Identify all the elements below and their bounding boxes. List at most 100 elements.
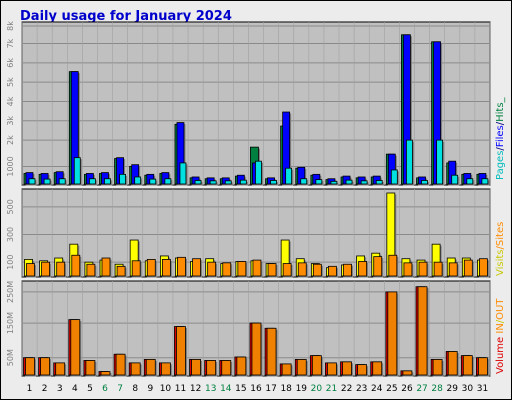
bar-volume-out: [25, 357, 35, 376]
x-tick-label: 31: [477, 384, 488, 394]
bar-sites: [433, 261, 443, 277]
bar-sites: [192, 258, 201, 277]
x-axis-day-labels: 1 2 3 4 5 6 7 8 9 10 11 12 13 14 15 16 17 18 19 20 21 22 23 24 2…: [27, 384, 488, 394]
bar-pages: [315, 179, 323, 185]
bar-volume-out: [176, 326, 186, 376]
bar-volume-out: [70, 319, 81, 376]
bar-volume-out: [160, 362, 171, 376]
bar-pages: [179, 162, 187, 185]
x-tick-label: 20: [311, 384, 323, 394]
bar-sites: [282, 263, 292, 277]
bar-volume-out: [357, 364, 368, 376]
legend-top: Pages/Files/Hits_: [495, 96, 506, 180]
x-tick-label: 5: [87, 384, 93, 394]
bar-pages: [360, 180, 368, 185]
x-tick-label: 23: [356, 384, 367, 394]
bar-volume-out: [432, 359, 443, 376]
bar-pages: [285, 167, 293, 185]
bar-pages: [134, 176, 142, 185]
y-tick-label: 7k: [6, 38, 15, 48]
bar-sites: [222, 262, 232, 277]
bar-sites: [448, 262, 458, 277]
bar-sites: [403, 262, 413, 277]
bar-pages: [194, 180, 202, 185]
legend-bottom: Volume IN/OUT: [495, 298, 506, 374]
x-tick-label: 30: [462, 384, 474, 394]
bar-volume-out: [342, 361, 352, 376]
bar-volume-out: [281, 363, 292, 376]
bar-pages: [451, 174, 459, 185]
bar-sites: [373, 256, 383, 277]
bar-sites: [41, 261, 50, 277]
bar-pages: [390, 169, 398, 185]
y-tick-label: 4k: [6, 96, 15, 106]
y-tick-label: 3k: [6, 116, 15, 126]
x-tick-label: 12: [190, 384, 201, 394]
bar-pages: [104, 178, 111, 185]
legend-entry: Hits_: [495, 96, 506, 121]
x-tick-label: 17: [265, 384, 276, 394]
x-tick-label: 1: [27, 384, 33, 394]
bar-volume-out: [145, 359, 156, 376]
bar-volume-out: [327, 362, 337, 376]
bar-pages: [255, 160, 262, 185]
bar-pages: [73, 157, 81, 185]
bar-pages: [88, 178, 96, 185]
bar-sites: [26, 263, 35, 277]
bar-pages: [58, 178, 66, 185]
bar-sites: [116, 265, 126, 277]
x-tick-label: 22: [341, 384, 352, 394]
y-tick-label: 100: [6, 255, 15, 270]
bar-sites: [358, 261, 368, 277]
bar-sites: [86, 263, 96, 277]
bar-volume-out: [236, 356, 247, 376]
x-tick-label: 26: [401, 384, 413, 394]
bar-pages: [300, 178, 308, 185]
x-tick-label: 19: [296, 384, 308, 394]
bar-pages: [270, 180, 277, 185]
bar-sites: [328, 265, 337, 277]
x-tick-label: 14: [220, 384, 232, 394]
bar-sites: [312, 263, 322, 277]
legend-entry: Volume: [495, 337, 506, 374]
bar-sites: [237, 261, 247, 277]
y-tick-label: 6k: [6, 58, 15, 68]
bar-pages: [28, 178, 36, 185]
bar-volume-out: [266, 327, 277, 376]
x-tick-label: 2: [42, 384, 48, 394]
bar-sites: [177, 256, 186, 277]
legend-entry: /: [495, 121, 506, 125]
bar-volume-out: [40, 357, 50, 376]
x-tick-label: 27: [416, 384, 427, 394]
x-tick-label: 18: [280, 384, 292, 394]
bar-sites: [131, 260, 141, 277]
bar-volume-out: [251, 322, 262, 376]
legend-entry: Sites: [495, 222, 506, 246]
bar-pages: [345, 179, 353, 185]
bar-pages: [209, 180, 217, 185]
bar-pages: [119, 173, 126, 185]
bar-pages: [436, 139, 444, 185]
bar-sites: [388, 254, 398, 277]
bar-pages: [164, 178, 172, 185]
x-tick-label: 28: [431, 384, 443, 394]
bar-sites: [71, 254, 81, 277]
legend-entry: /: [495, 319, 506, 323]
panel-volume-bars: [23, 286, 489, 377]
bar-volume-out: [387, 291, 398, 376]
panel-visits-bars: [24, 192, 489, 278]
bar-sites: [463, 259, 473, 277]
legend-entry: /: [495, 245, 506, 249]
bar-sites: [479, 258, 488, 277]
bar-sites: [101, 257, 111, 277]
x-tick-label: 13: [205, 384, 216, 394]
x-tick-label: 10: [160, 384, 172, 394]
x-tick-label: 6: [102, 384, 108, 394]
legend-entry: OUT: [495, 298, 506, 320]
bar-pages: [149, 178, 157, 185]
bar-pages: [375, 180, 383, 185]
x-tick-label: 25: [386, 384, 397, 394]
bar-volume-out: [115, 353, 126, 376]
